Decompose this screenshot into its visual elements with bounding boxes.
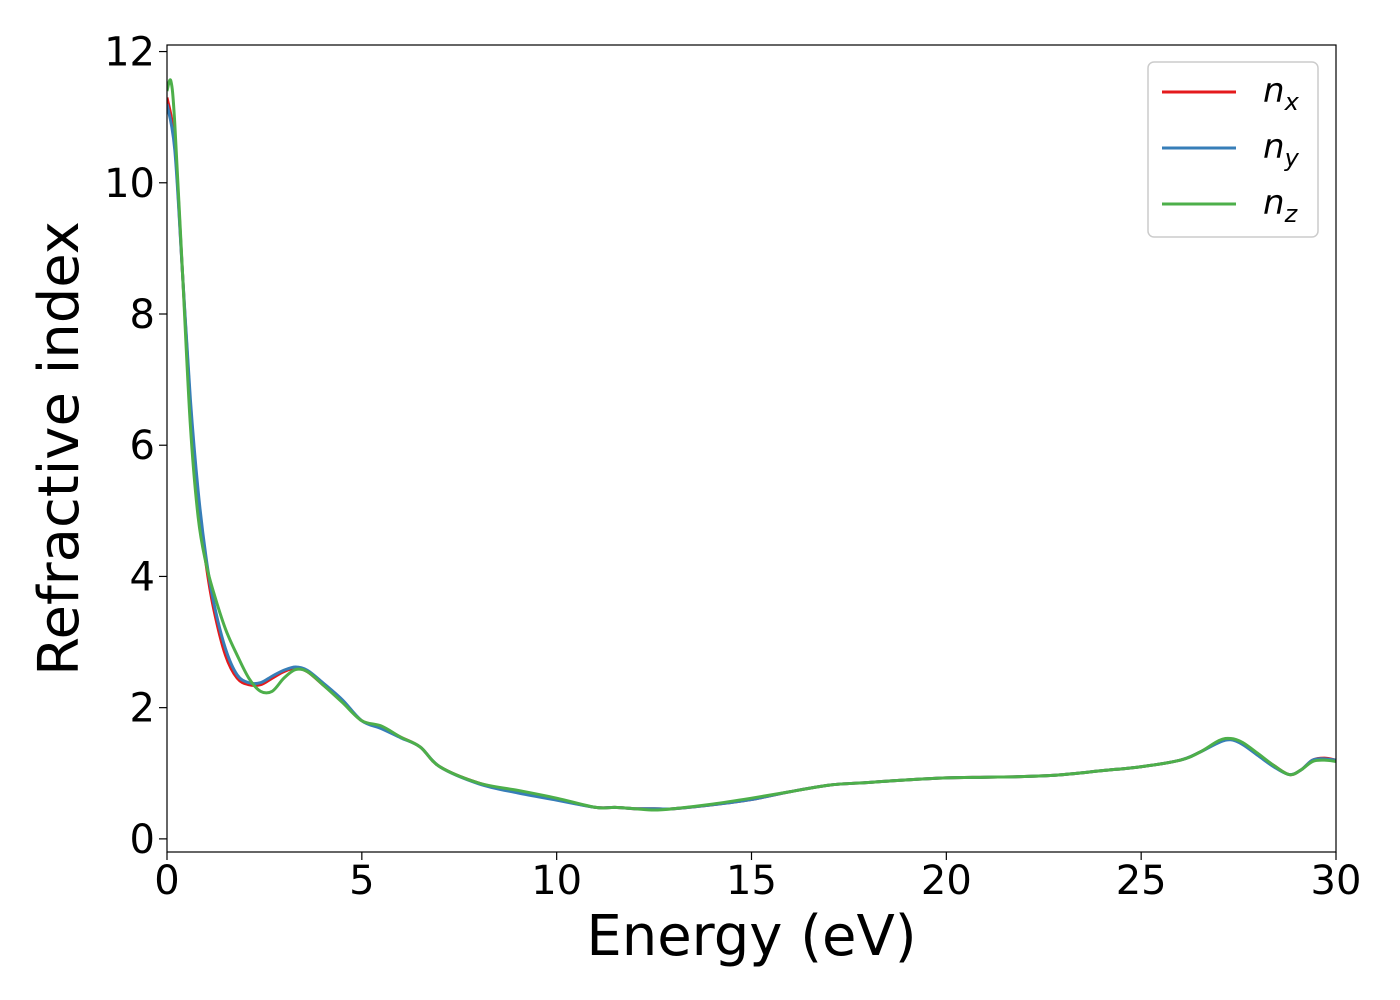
y-tick-label: 8 — [130, 292, 155, 338]
legend-entry: ny — [1263, 127, 1300, 172]
x-tick-label: 10 — [531, 858, 582, 904]
series-line-n-z — [167, 78, 1336, 812]
legend-entry: nx — [1263, 71, 1300, 116]
series-layer — [167, 78, 1336, 812]
x-tick-label: 30 — [1311, 858, 1362, 904]
legend: nx ny nz — [1147, 61, 1319, 238]
legend-entry: nz — [1263, 183, 1299, 228]
x-tick-label: 25 — [1116, 858, 1167, 904]
x-tick-label: 0 — [154, 858, 179, 904]
x-tick-label: 20 — [921, 858, 972, 904]
x-tick-label: 5 — [349, 858, 374, 904]
axes-layer: 0 5 10 15 20 25 30 0 2 4 6 8 10 12 — [104, 30, 1361, 904]
x-axis-title: Energy (eV) — [586, 904, 916, 969]
y-tick-label: 12 — [104, 30, 155, 76]
y-tick-label: 4 — [130, 554, 155, 600]
y-tick-label: 10 — [104, 161, 155, 207]
x-tick-label: 15 — [726, 858, 777, 904]
y-tick-label: 6 — [130, 423, 155, 469]
y-tick-label: 2 — [130, 686, 155, 732]
y-axis-title: Refractive index — [27, 221, 92, 676]
y-tick-label: 0 — [130, 817, 155, 863]
